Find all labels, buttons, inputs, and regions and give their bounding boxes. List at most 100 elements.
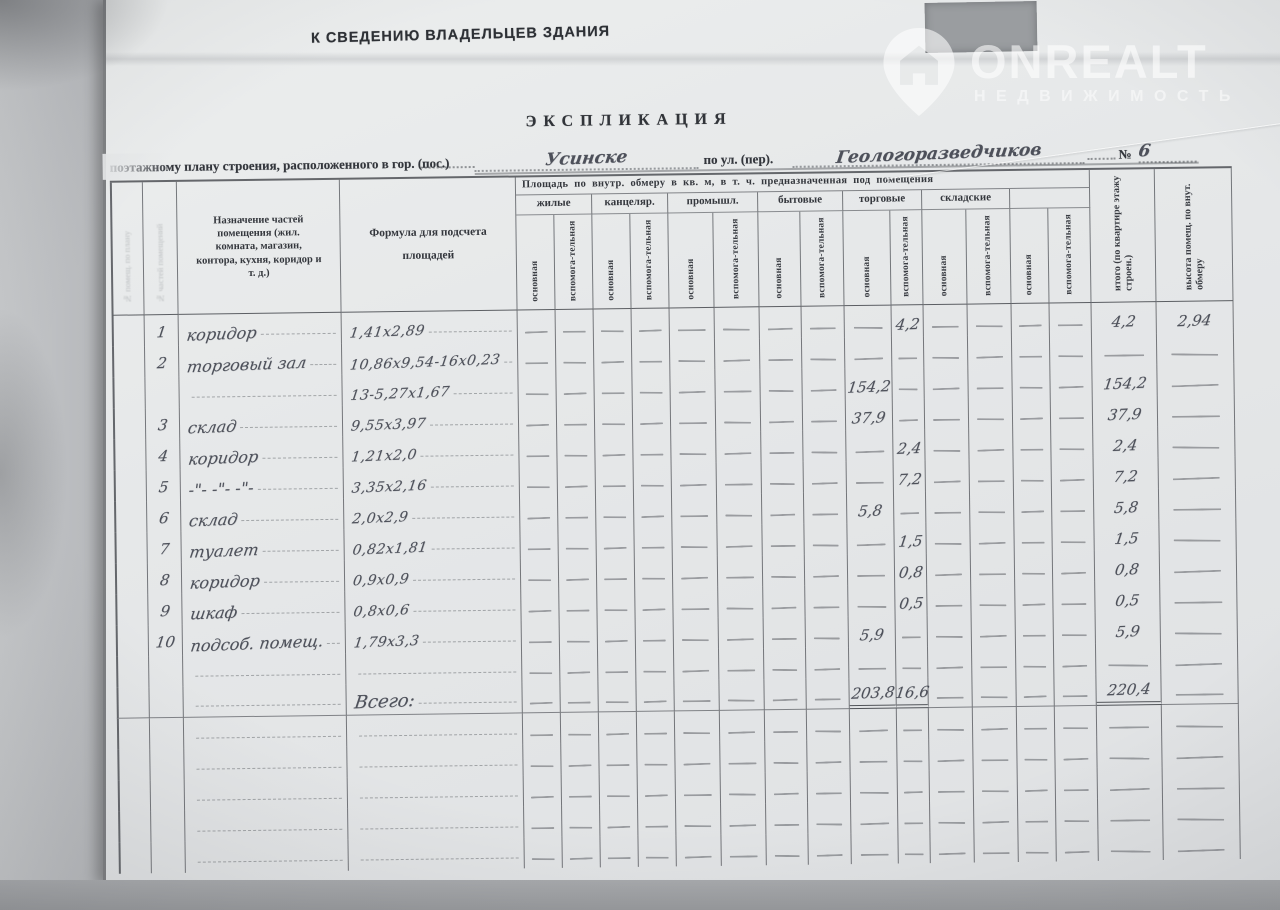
area-value-cell xyxy=(637,742,676,774)
area-value-cell xyxy=(759,337,803,370)
area-value-cell xyxy=(673,617,719,650)
empty-cell-dash xyxy=(563,361,587,364)
area-value-cell xyxy=(674,648,720,681)
handwritten-value: склад xyxy=(187,509,240,531)
dotted-leader xyxy=(423,640,516,643)
empty-cell-dash xyxy=(678,390,707,394)
handwritten-value: 0,9х0,9 xyxy=(351,571,411,590)
area-value-cell xyxy=(1052,519,1095,552)
area-value-cell xyxy=(522,681,561,714)
total-cell: 7,2 xyxy=(1093,457,1159,489)
area-value-cell xyxy=(760,399,804,432)
subcol-header: вспомога-тельная xyxy=(966,208,1012,305)
area-value-cell xyxy=(1011,334,1051,366)
area-value-cell xyxy=(714,307,760,339)
dotted-leader xyxy=(263,580,340,583)
empty-cell-dash xyxy=(725,545,754,549)
table-cell xyxy=(117,780,152,812)
handwritten-value: 0,5 xyxy=(897,593,925,613)
area-value-cell xyxy=(671,493,718,526)
area-value-cell xyxy=(594,370,633,403)
area-value-cell xyxy=(597,618,637,651)
empty-cell-dash xyxy=(900,511,920,515)
area-value-cell xyxy=(968,365,1013,398)
room-name-cell: коридор xyxy=(181,560,346,594)
table-cell xyxy=(116,718,151,750)
area-value-cell xyxy=(558,526,597,558)
dotted-leader xyxy=(191,394,337,398)
area-value-cell xyxy=(520,526,559,559)
subcol-label: основная xyxy=(774,257,785,299)
subcol-header: вспомога-тельная xyxy=(890,210,924,306)
empty-cell-dash xyxy=(815,792,842,795)
area-value-cell xyxy=(973,768,1019,801)
area-value-cell xyxy=(891,336,925,368)
formula-cell: 1,21х2,0 xyxy=(343,434,520,468)
area-value-cell xyxy=(555,340,595,372)
area-value-cell xyxy=(929,738,974,771)
area-value-cell xyxy=(519,464,558,497)
area-value-cell: 0,5 xyxy=(895,584,928,616)
empty-cell-dash xyxy=(601,392,625,395)
area-value-cell xyxy=(801,337,846,369)
formula-cell xyxy=(347,744,524,778)
empty-cell-dash xyxy=(1175,662,1223,667)
area-value-cell xyxy=(1051,457,1094,490)
empty-cell-dash xyxy=(643,700,667,704)
handwritten-value: 6 xyxy=(157,508,170,528)
table-cell xyxy=(115,594,149,626)
empty-cell-dash xyxy=(933,480,961,484)
area-value-cell xyxy=(559,619,599,651)
empty-cell-dash xyxy=(728,762,757,765)
area-value-cell xyxy=(928,707,974,740)
area-value-cell xyxy=(636,711,676,743)
dotted-leader xyxy=(310,363,337,366)
handwritten-value: 203,8 xyxy=(849,682,896,703)
empty-cell-dash xyxy=(1062,695,1088,698)
area-value-cell xyxy=(1049,302,1092,335)
handwritten-value: 5 xyxy=(157,477,170,497)
area-value-cell xyxy=(802,399,847,431)
area-value-cell xyxy=(593,308,632,341)
empty-cell-dash xyxy=(860,822,889,826)
empty-cell-dash xyxy=(564,454,588,457)
area-value-cell xyxy=(851,832,899,865)
empty-cell-dash xyxy=(725,514,753,517)
empty-cell-dash xyxy=(858,729,888,733)
area-value-cell: 0,8 xyxy=(894,553,928,585)
area-value-cell xyxy=(718,648,765,680)
empty-cell-dash xyxy=(982,852,1010,855)
area-value-cell xyxy=(927,583,972,616)
area-value-cell xyxy=(763,647,807,680)
height-cell xyxy=(1160,580,1238,613)
empty-cell-dash xyxy=(525,393,549,396)
area-value-cell xyxy=(761,461,804,494)
empty-cell-dash xyxy=(683,699,711,703)
empty-cell-dash xyxy=(1024,758,1048,761)
empty-cell-dash xyxy=(982,820,1010,824)
dotted-leader xyxy=(431,547,515,550)
formula-cell xyxy=(346,713,524,747)
formula-cell: 2,0х2,9 xyxy=(343,496,521,530)
empty-cell-dash xyxy=(1110,850,1151,853)
handwritten-value: 3 xyxy=(156,415,169,435)
area-value-cell xyxy=(517,340,557,373)
dotted-leader xyxy=(360,826,519,830)
empty-cell-dash xyxy=(1177,787,1225,790)
empty-cell-dash xyxy=(679,453,708,456)
empty-cell-dash xyxy=(1175,632,1223,635)
group-header: бытовые xyxy=(758,191,844,213)
table-cell xyxy=(111,346,146,378)
area-value-cell xyxy=(633,432,672,464)
area-value-cell xyxy=(523,774,563,807)
subcol-label: вспомога-тельная xyxy=(730,218,742,300)
handwritten-value: подсоб. помещ. xyxy=(189,631,325,656)
area-value-cell xyxy=(593,339,633,372)
area-value-cell xyxy=(808,802,852,834)
formula-cell: 13-5,27х1,67 xyxy=(342,372,519,406)
area-value-cell xyxy=(521,588,560,621)
empty-cell-dash xyxy=(1057,355,1084,358)
empty-cell-dash xyxy=(936,635,963,638)
dotted-leader xyxy=(196,766,342,770)
